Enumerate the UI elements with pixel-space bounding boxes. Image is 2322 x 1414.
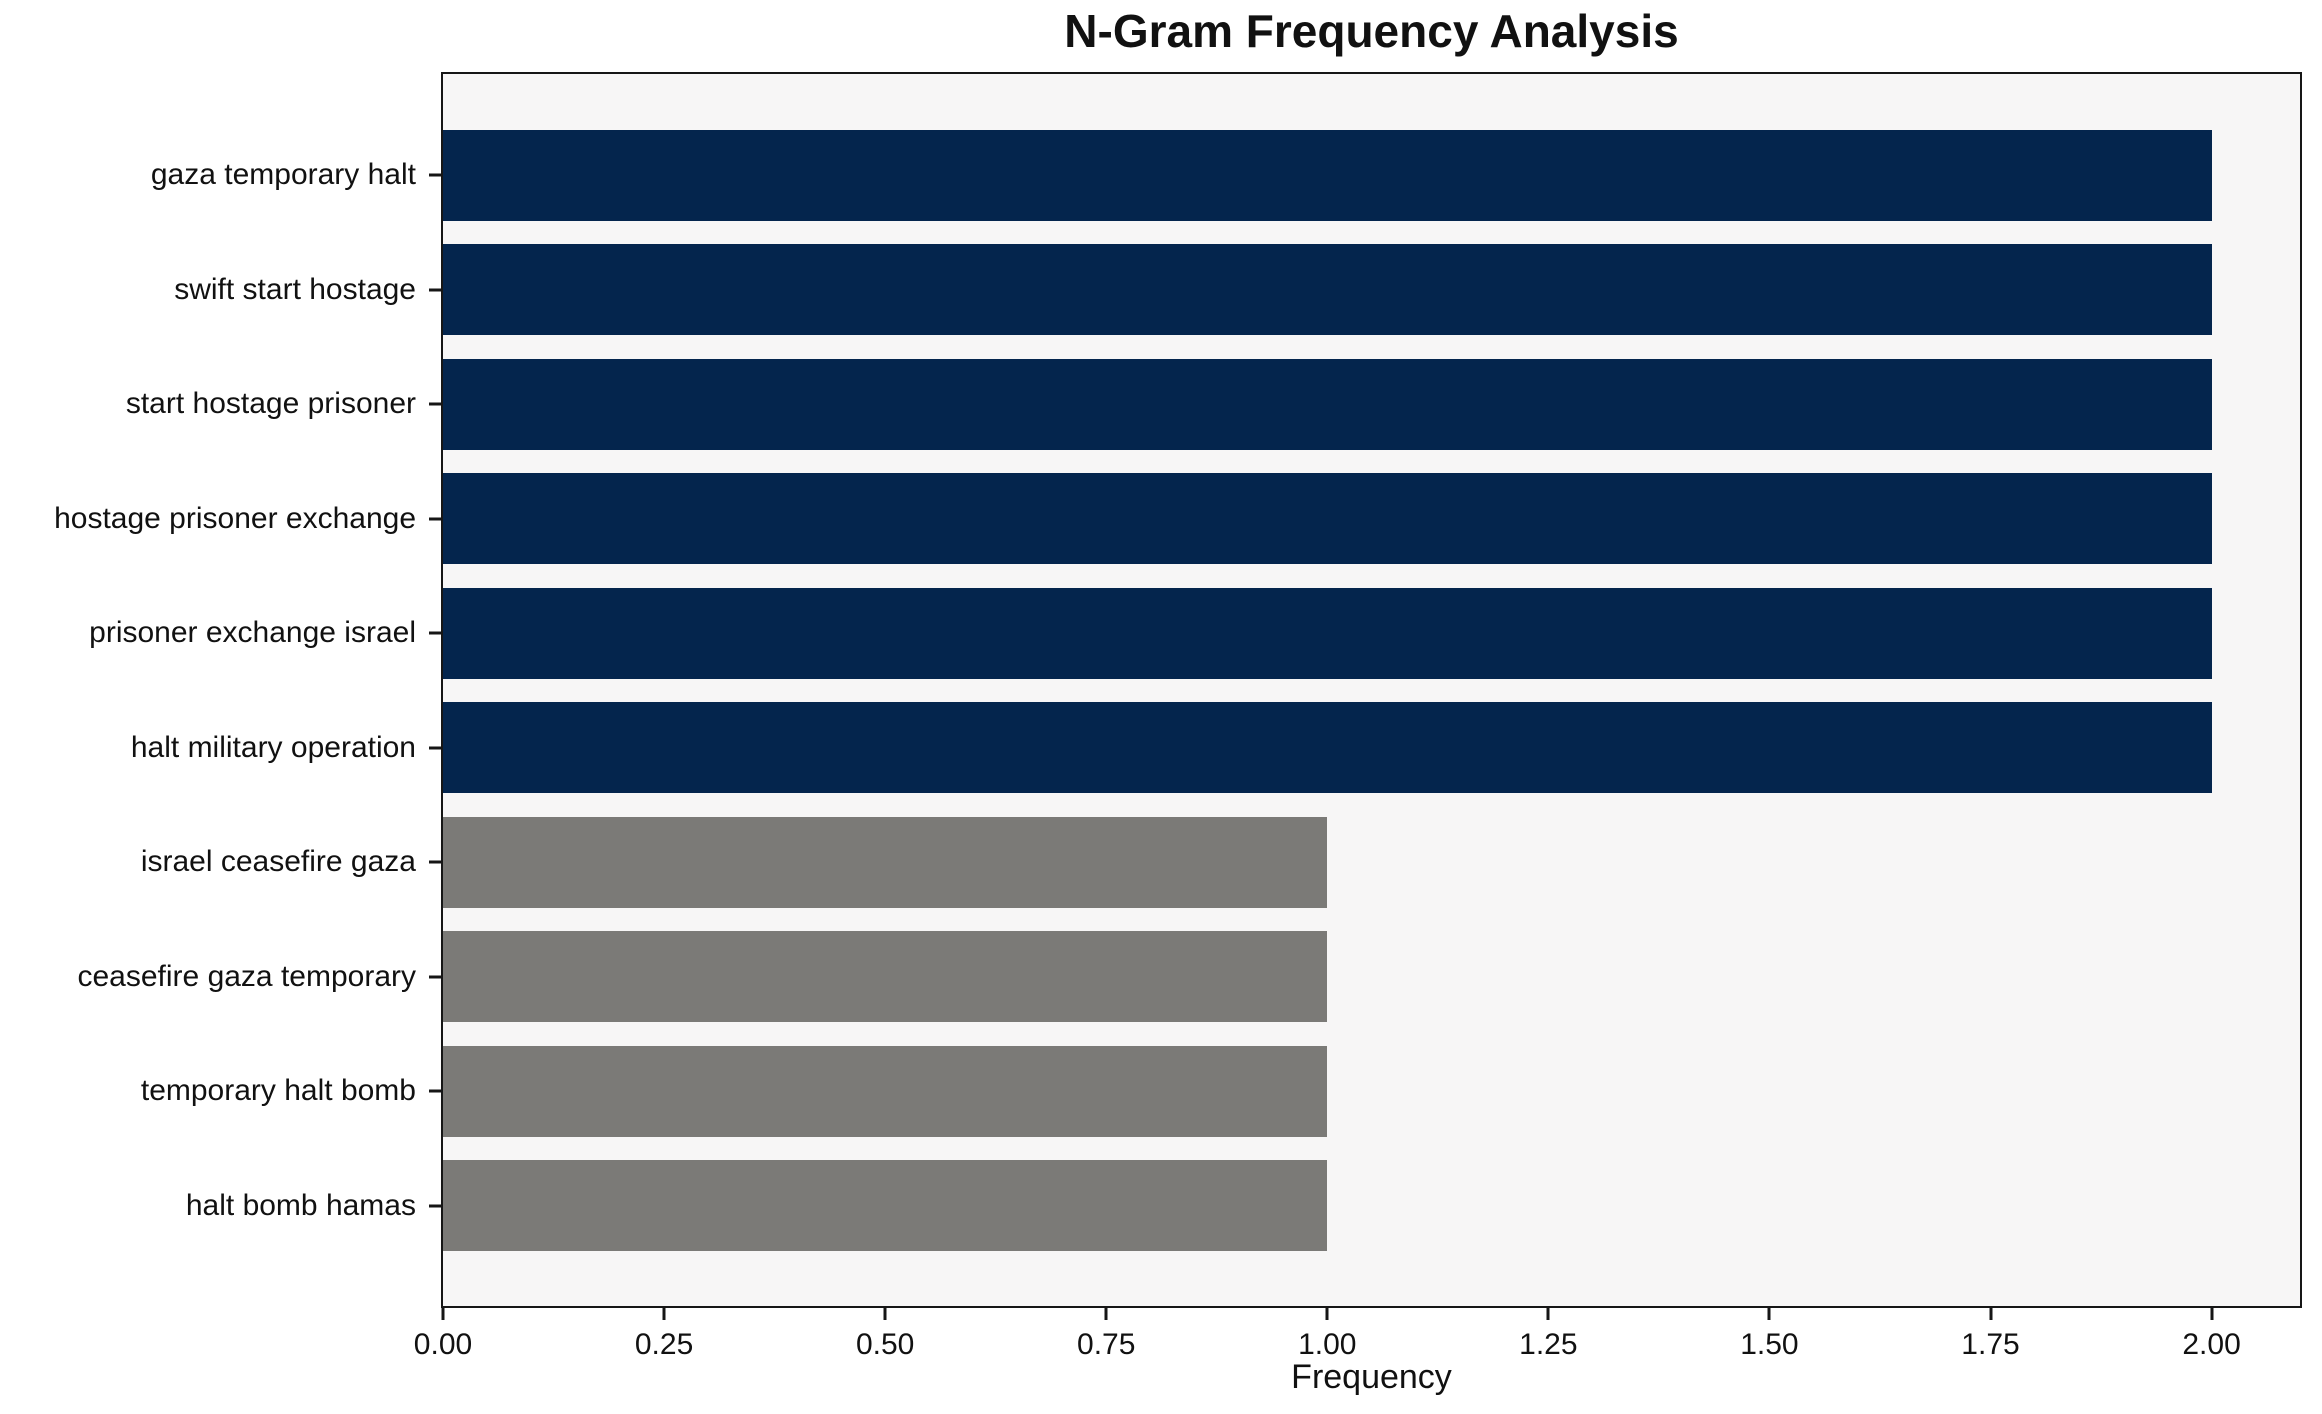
x-tick-label: 1.25 — [1519, 1328, 1578, 1361]
y-tick-mark — [429, 288, 443, 292]
x-tick-mark — [441, 1306, 445, 1320]
bar — [443, 931, 1328, 1023]
y-tick-label: prisoner exchange israel — [89, 616, 416, 650]
y-tick-mark — [429, 517, 443, 521]
bar — [443, 1160, 1328, 1252]
x-tick-label: 0.25 — [634, 1328, 694, 1361]
y-tick-label: halt military operation — [130, 730, 416, 764]
x-tick-mark — [1104, 1306, 1108, 1320]
y-tick-mark — [429, 173, 443, 177]
plot-area: gaza temporary halt swift start hostage st… — [54, 72, 2302, 1361]
y-tick-label: gaza temporary halt — [150, 158, 416, 191]
x-axis-label: Frequency — [1291, 1358, 1452, 1396]
bar — [443, 473, 2212, 565]
y-tick-label: temporary halt bomb — [140, 1074, 416, 1108]
x-tick-label: 1.50 — [1740, 1328, 1799, 1361]
x-tick-label: 2.00 — [2182, 1328, 2241, 1361]
bar — [443, 1045, 1328, 1137]
bar — [443, 244, 2212, 336]
bar — [443, 702, 2212, 794]
y-tick-label: israel ceasefire gaza — [140, 845, 416, 879]
bar — [443, 358, 2212, 450]
x-tick-label: 1.75 — [1961, 1328, 2020, 1361]
y-tick-mark — [429, 860, 443, 864]
x-tick-label: 0.00 — [413, 1328, 473, 1361]
x-tick-mark — [2210, 1306, 2214, 1320]
x-tick-mark — [1325, 1306, 1329, 1320]
chart-title: N-Gram Frequency Analysis — [1064, 5, 1679, 57]
x-tick-label: 1.00 — [1298, 1328, 1357, 1361]
x-tick-mark — [1767, 1306, 1771, 1320]
y-tick-mark — [429, 402, 443, 406]
y-tick-label: start hostage prisoner — [125, 387, 416, 421]
x-tick-mark — [1546, 1306, 1550, 1320]
y-tick-mark — [429, 1089, 443, 1093]
bar — [443, 129, 2212, 221]
y-tick-mark — [429, 975, 443, 979]
x-tick-mark — [662, 1306, 666, 1320]
y-tick-label: halt bomb hamas — [185, 1188, 416, 1222]
bar — [443, 587, 2212, 679]
y-tick-label: swift start hostage — [174, 272, 416, 306]
y-tick-mark — [429, 631, 443, 635]
x-tick-mark — [883, 1306, 887, 1320]
x-tick-label: 0.50 — [855, 1328, 915, 1361]
x-tick-label: 0.75 — [1077, 1328, 1136, 1361]
bar — [443, 816, 1328, 908]
y-tick-label: ceasefire gaza temporary — [77, 959, 417, 993]
x-tick-mark — [1989, 1306, 1992, 1320]
y-tick-label: hostage prisoner exchange — [54, 501, 416, 535]
y-tick-mark — [429, 746, 443, 750]
y-tick-mark — [429, 1204, 443, 1208]
